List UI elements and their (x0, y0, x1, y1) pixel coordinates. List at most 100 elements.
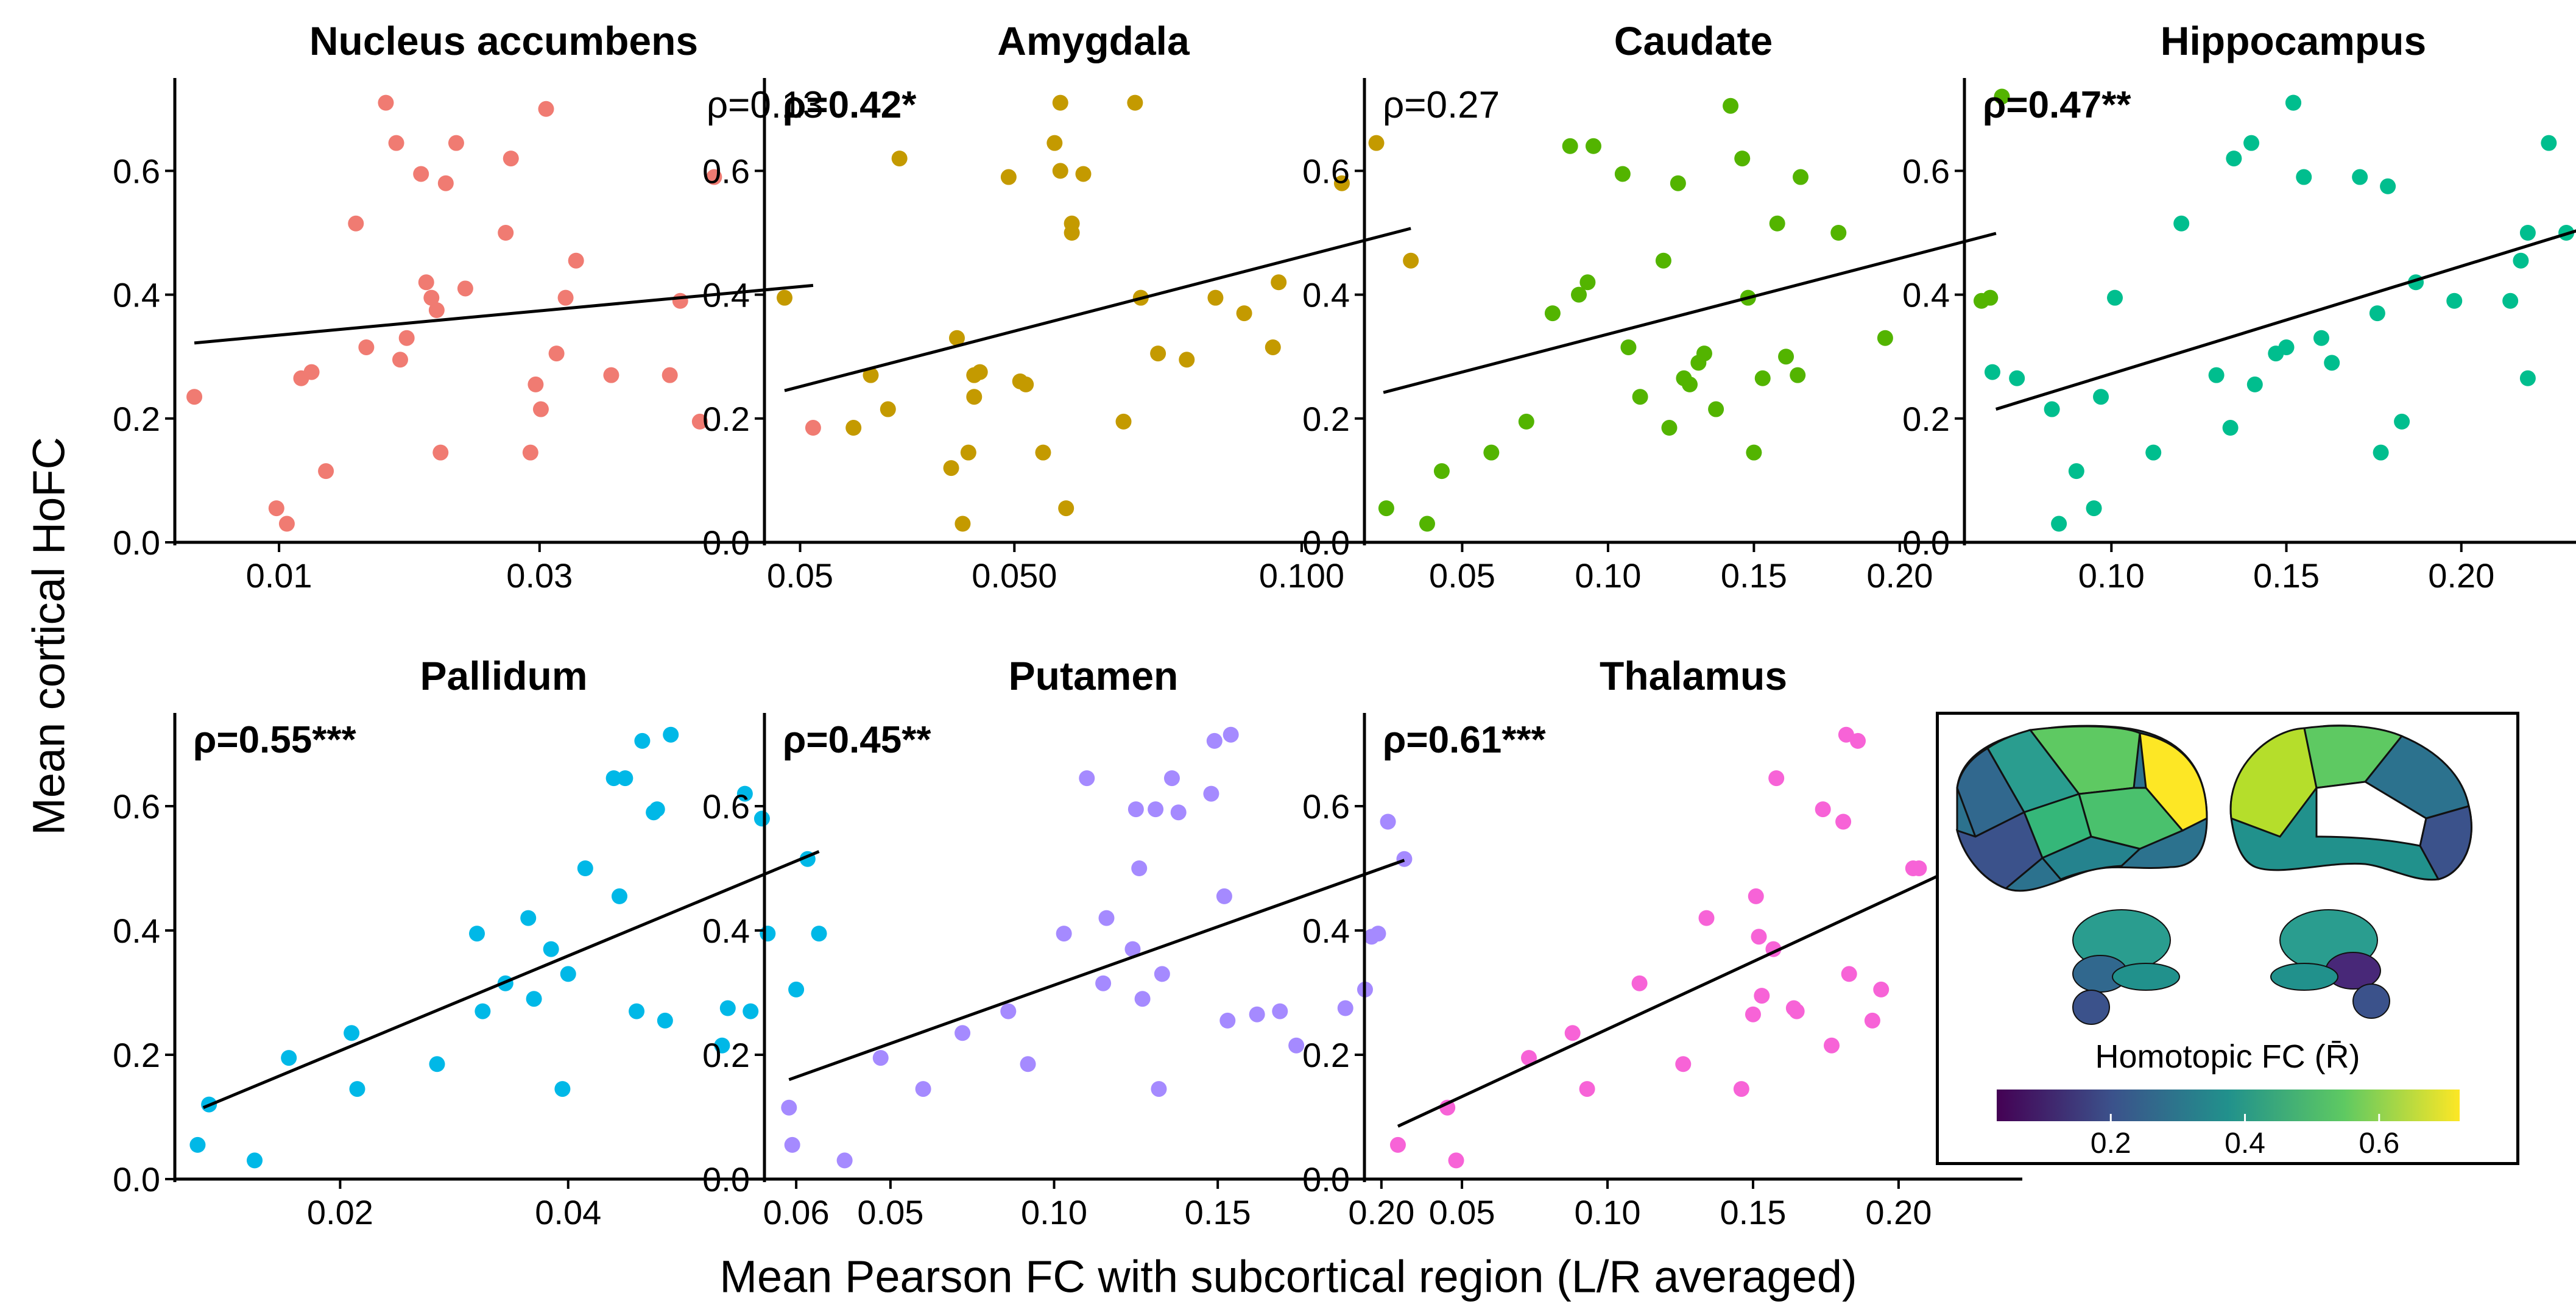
data-point (2044, 401, 2060, 417)
data-point (2285, 94, 2301, 111)
data-point (955, 516, 971, 532)
y-tick-label: 0.4 (1302, 276, 1350, 314)
y-tick-label: 0.2 (113, 400, 160, 438)
panel-title: Nucleus accumbens (309, 18, 698, 63)
data-point (872, 1050, 889, 1066)
data-point (662, 367, 678, 383)
data-point (1579, 274, 1596, 291)
x-tick-label: 0.15 (1721, 556, 1787, 595)
data-point (2296, 169, 2312, 185)
data-point (1370, 926, 1386, 942)
x-tick-label: 0.050 (972, 556, 1057, 595)
data-point (268, 500, 284, 517)
y-tick-label: 0.0 (113, 1160, 160, 1199)
data-point (1134, 991, 1151, 1007)
y-tick-label: 0.6 (1302, 787, 1350, 826)
data-point (2208, 367, 2225, 383)
correlation-annotation: ρ=0.47** (1983, 84, 2131, 126)
data-point (428, 302, 445, 318)
data-point (943, 460, 959, 477)
x-tick-label: 0.05 (1429, 556, 1495, 595)
data-point (743, 1003, 759, 1019)
data-point (1790, 367, 1806, 383)
y-tick-label: 0.4 (1302, 912, 1350, 950)
data-point (1079, 770, 1095, 787)
correlation-annotation: ρ=0.27 (1383, 84, 1500, 126)
x-tick-label: 0.01 (246, 556, 312, 595)
data-point (560, 966, 576, 982)
y-tick-label: 0.2 (1302, 1036, 1350, 1074)
data-point (522, 444, 538, 461)
y-tick-label: 0.4 (113, 276, 160, 314)
data-point (538, 101, 554, 117)
data-point (1127, 94, 1143, 111)
data-point (1056, 926, 1072, 942)
data-point (303, 364, 320, 380)
data-point (1873, 981, 1890, 997)
data-point (543, 941, 559, 957)
data-point (526, 991, 542, 1007)
data-point (1698, 910, 1715, 926)
medial-cortex-view (2229, 725, 2472, 881)
data-point (281, 1050, 297, 1066)
data-point (1000, 169, 1017, 185)
data-point (1864, 1012, 1880, 1029)
data-point (1020, 1056, 1036, 1072)
data-point (1052, 163, 1068, 179)
data-point (1579, 1081, 1595, 1097)
data-point (1778, 349, 1794, 365)
y-tick-label: 0.4 (113, 912, 160, 950)
data-point (1571, 286, 1587, 303)
data-point (2446, 292, 2463, 309)
x-tick-label: 0.04 (535, 1193, 601, 1231)
panel-3: 0.0 0.2 0.4 0.6 0.10 0.15 0.20 Hippocampus ρ=0.4… (1902, 18, 2576, 595)
y-tick-label: 0.4 (702, 276, 750, 314)
data-point (611, 888, 627, 904)
data-point (349, 1081, 365, 1097)
regression-line (784, 227, 1411, 392)
data-point (1058, 500, 1075, 517)
data-point (2226, 151, 2242, 167)
colorbar-tick-label: 0.2 (2091, 1127, 2131, 1160)
data-point (1403, 252, 1419, 269)
data-point (1734, 151, 1751, 167)
data-point (1380, 813, 1396, 830)
data-point (2093, 389, 2109, 405)
x-tick-label: 0.05 (767, 556, 833, 595)
data-point (1544, 305, 1561, 322)
data-point (358, 339, 375, 355)
y-tick-label: 0.0 (702, 1160, 750, 1199)
data-point (1223, 726, 1239, 743)
y-tick-label: 0.2 (702, 1036, 750, 1074)
x-tick-label: 0.15 (1720, 1193, 1786, 1231)
data-point (1748, 888, 1764, 904)
data-point (1754, 370, 1771, 386)
data-point (1564, 1025, 1581, 1041)
data-point (1206, 732, 1223, 749)
data-point (1018, 376, 1034, 392)
x-tick-label: 0.02 (307, 1193, 373, 1231)
y-tick-label: 0.6 (1902, 152, 1950, 190)
data-point (1127, 801, 1144, 818)
data-point (714, 1037, 730, 1054)
data-point (1098, 910, 1115, 926)
x-tick-label: 0.10 (1021, 1193, 1087, 1231)
data-point (777, 289, 793, 306)
data-point (1723, 97, 1739, 114)
data-point (1754, 988, 1770, 1004)
data-point (1984, 364, 2000, 380)
panel-title: Pallidum (420, 653, 587, 698)
data-point (1708, 401, 1724, 417)
lateral-cortex-view (1955, 725, 2208, 892)
regression-line (1995, 229, 2576, 411)
data-point (760, 926, 776, 942)
y-tick-label: 0.0 (113, 523, 160, 562)
data-point (1793, 169, 1809, 185)
data-point (2145, 444, 2162, 461)
brain-illustration: 0.2 0.4 0.6 (1955, 725, 2472, 1160)
data-point (1075, 166, 1092, 182)
data-point (2324, 355, 2340, 371)
data-point (413, 166, 429, 182)
data-point (2107, 289, 2123, 306)
